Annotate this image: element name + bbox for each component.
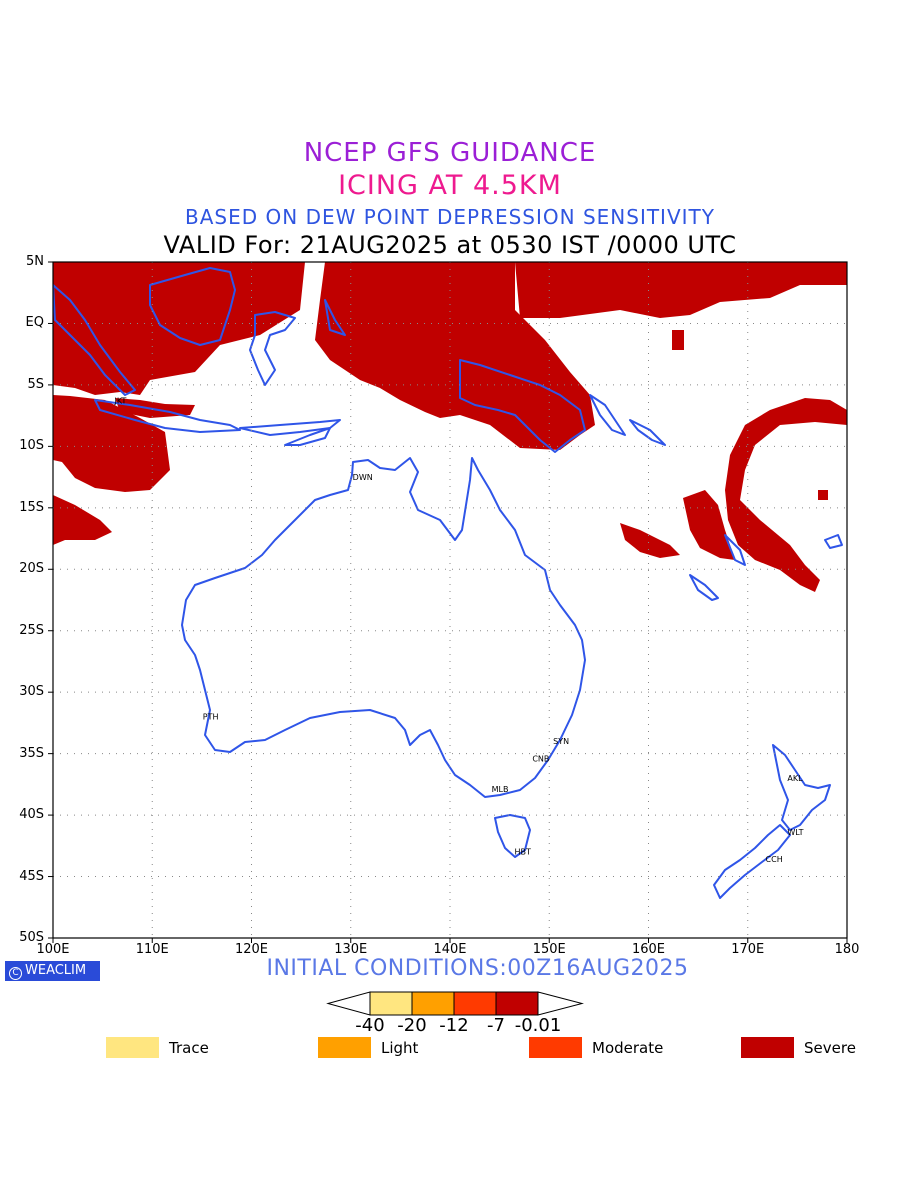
station-label: JKT (113, 397, 126, 406)
colorbar-tick-label: -7 (487, 1015, 505, 1036)
coastline-new-zealand-north (772, 744, 831, 831)
coastline-java (94, 399, 241, 433)
coastline-tasmania (494, 814, 531, 858)
colorbar-tick-label: -12 (439, 1015, 469, 1036)
coastline-lesser-sunda (239, 419, 341, 436)
x-tick-label: 140E (433, 942, 467, 957)
station-label: PTH (203, 713, 219, 722)
graticule (53, 262, 847, 938)
coastline-vanuatu (724, 534, 746, 566)
icing-area-central (315, 262, 595, 450)
y-tick-label: 50S (19, 930, 44, 945)
title-valid-time: VALID For: 21AUG2025 at 0530 IST /0000 U… (163, 231, 737, 259)
icing-area-coral-sea (725, 398, 847, 592)
title-model: NCEP GFS GUIDANCE (303, 138, 597, 168)
y-tick-label: 5N (26, 254, 44, 269)
x-tick-label: 120E (234, 942, 269, 957)
colorbar-tick-label: -40 (355, 1015, 385, 1036)
colorbar-segment (453, 991, 497, 1016)
coastline-halmahera (324, 299, 346, 336)
y-tick-label: EQ (25, 315, 44, 331)
colorbar-tick-label: -20 (397, 1015, 427, 1036)
coastlines (53, 267, 843, 899)
x-tick-label: 130E (334, 942, 368, 957)
copyright-circle-icon: C (9, 967, 22, 980)
station-label: SYN (553, 737, 569, 746)
colorbar-max-arrow (537, 991, 584, 1016)
coastline-new-britain (589, 394, 626, 436)
y-tick-label: 45S (19, 868, 44, 884)
coastline-new-zealand-south (713, 824, 791, 899)
icing-area-northwest (53, 262, 305, 395)
y-tick-label: 20S (19, 561, 44, 577)
coastline-new-caledonia (689, 574, 719, 601)
x-tick-label: 110E (135, 942, 169, 957)
y-tick-label: 15S (19, 499, 44, 515)
colorbar-min-arrow (326, 991, 371, 1016)
station-label: DWN (353, 473, 373, 482)
icing-area-coral-sea-west (620, 523, 680, 558)
logo-text: WEACLIM (25, 963, 87, 978)
x-tick-label: 170E (731, 942, 765, 957)
y-tick-label: 25S (19, 622, 44, 638)
axis-ticks (48, 261, 848, 943)
colorbar-segment (411, 991, 455, 1016)
colorbar-segment (369, 991, 413, 1016)
station-label: AKL (787, 774, 803, 783)
x-tick-label: 150E (532, 942, 566, 957)
legend-swatch (318, 1037, 371, 1058)
coastline-sumatra (53, 284, 136, 396)
legend-label: Moderate (592, 1039, 664, 1057)
station-label: WLT (787, 828, 803, 837)
x-tick-label: 180 (834, 942, 860, 957)
coastline-fiji (824, 534, 843, 549)
station-label: MLB (492, 785, 509, 794)
station-labels: JKT DWN PTH SYN CNB MLB HBT AKL WLT CCH (113, 397, 803, 864)
x-tick-label: 100E (36, 942, 70, 957)
legend-swatch (529, 1037, 582, 1058)
y-tick-label: 10S (19, 438, 44, 454)
legend-label: Light (381, 1039, 419, 1057)
coastline-borneo (149, 267, 236, 346)
station-label: CNB (532, 754, 549, 763)
coastline-solomons (629, 419, 666, 446)
station-label: CCH (766, 855, 783, 864)
coastline-sulawesi (249, 311, 296, 386)
severe-icing-areas (53, 262, 847, 592)
coastline-timor (284, 427, 331, 446)
legend-swatch (106, 1037, 159, 1058)
icing-area-indian-ocean-west (53, 395, 170, 492)
initial-conditions: INITIAL CONDITIONS:00Z16AUG2025 (266, 956, 689, 981)
title-method: BASED ON DEW POINT DEPRESSION SENSITIVIT… (185, 205, 715, 229)
icing-area-south-pacific (683, 490, 735, 560)
colorbar-segment (495, 991, 539, 1016)
y-tick-label: 30S (19, 684, 44, 700)
legend-swatch (741, 1037, 794, 1058)
station-label: HBT (514, 848, 531, 857)
colorbar-tick-label: -0.01 (514, 1015, 562, 1036)
legend-label: Severe (804, 1039, 856, 1057)
x-tick-label: 160E (631, 942, 666, 957)
coastline-australia (181, 457, 586, 798)
y-tick-label: 5S (27, 376, 44, 392)
weaclim-logo: C WEACLIM (5, 961, 100, 981)
title-product: ICING AT 4.5KM (338, 170, 562, 201)
y-tick-label: 35S (19, 745, 44, 761)
icing-area-northeast (515, 262, 847, 318)
legend-label: Trace (169, 1039, 209, 1057)
y-tick-label: 40S (19, 807, 44, 823)
coastline-new-guinea (459, 359, 586, 453)
